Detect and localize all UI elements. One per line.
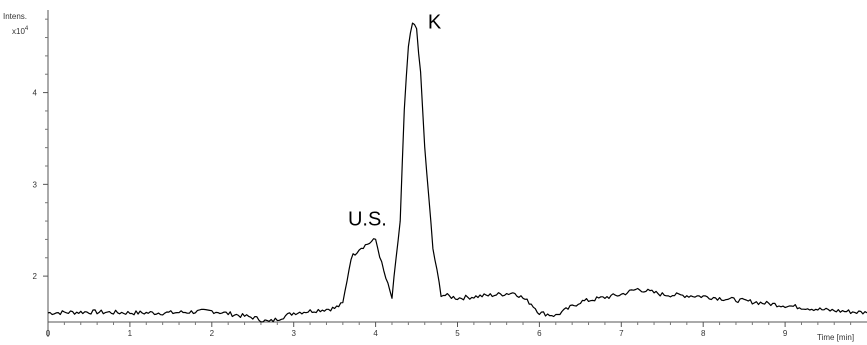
x-tick-label: 5 [455, 329, 460, 338]
x-tick-label: 3 [291, 329, 296, 338]
annotations: U.S. K [348, 11, 442, 230]
y-tick-label: 4 [33, 89, 38, 98]
y-unit-label: Intens. [3, 12, 27, 21]
x-unit-label: Time [min] [817, 333, 854, 342]
chromatogram-trace [47, 22, 867, 323]
y-tick-label: 3 [33, 180, 38, 189]
x-tick-label: 9 [783, 329, 788, 338]
x-tick-label: 7 [619, 329, 624, 338]
x-tick-label: 2 [210, 329, 215, 338]
y-ticks: 2 3 4 [33, 18, 48, 281]
x-tick-label: 6 [537, 329, 542, 338]
x-tick-label: 8 [701, 329, 706, 338]
x-ticks: 0 1 2 3 4 5 6 7 8 9 [46, 322, 852, 338]
x-tick-label: 0 [46, 329, 51, 338]
y-tick-label: 2 [33, 272, 38, 281]
y-multiplier-label: x104 [12, 26, 29, 36]
x-tick-label: 1 [128, 329, 133, 338]
peak-annotation: U.S. [348, 209, 387, 231]
x-tick-label: 4 [373, 329, 378, 338]
peak-annotation: K [428, 11, 442, 33]
plot-area: 0 1 2 3 4 5 6 7 8 9 2 3 4 [33, 10, 867, 338]
